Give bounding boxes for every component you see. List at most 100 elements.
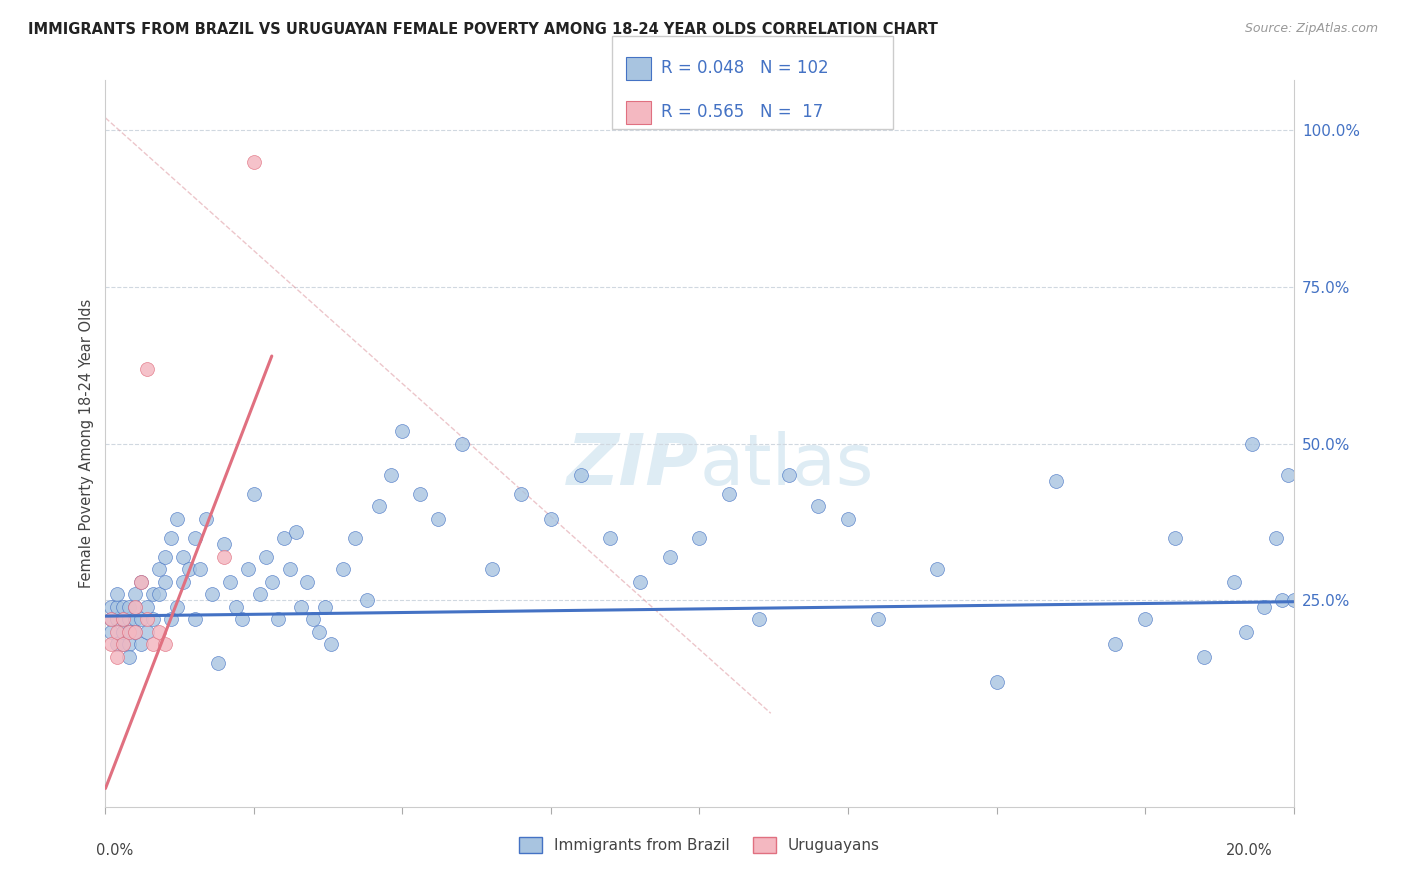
- Point: [112, 612, 135, 626]
- Point: [689, 531, 711, 545]
- Point: [148, 587, 170, 601]
- Point: [540, 512, 562, 526]
- Point: [112, 624, 135, 639]
- Point: [308, 624, 330, 639]
- Point: [201, 587, 224, 601]
- Point: [124, 587, 146, 601]
- Point: [129, 574, 152, 589]
- Point: [314, 599, 336, 614]
- Point: [124, 624, 146, 639]
- Point: [118, 624, 141, 639]
- Point: [136, 624, 159, 639]
- Point: [267, 612, 290, 626]
- Point: [183, 531, 205, 545]
- Point: [249, 587, 271, 601]
- Point: [1271, 593, 1294, 607]
- Point: [628, 574, 651, 589]
- Point: [129, 637, 152, 651]
- Point: [599, 531, 621, 545]
- Point: [1164, 531, 1187, 545]
- Point: [837, 512, 859, 526]
- Text: 0.0%: 0.0%: [96, 843, 132, 858]
- Point: [105, 612, 128, 626]
- Point: [124, 599, 146, 614]
- Point: [236, 562, 259, 576]
- Point: [183, 612, 205, 626]
- Point: [260, 574, 283, 589]
- Legend: Immigrants from Brazil, Uruguayans: Immigrants from Brazil, Uruguayans: [513, 831, 886, 859]
- Point: [367, 500, 389, 514]
- Point: [148, 562, 170, 576]
- Point: [243, 154, 266, 169]
- Point: [159, 612, 181, 626]
- Point: [100, 612, 122, 626]
- Point: [214, 549, 236, 564]
- Point: [112, 599, 135, 614]
- Point: [105, 599, 128, 614]
- Point: [172, 574, 194, 589]
- Point: [136, 361, 159, 376]
- Point: [207, 656, 229, 670]
- Point: [1234, 624, 1257, 639]
- Point: [100, 612, 122, 626]
- Point: [142, 612, 165, 626]
- Point: [778, 468, 800, 483]
- Point: [254, 549, 277, 564]
- Point: [450, 437, 472, 451]
- Point: [172, 549, 194, 564]
- Point: [1277, 468, 1299, 483]
- Point: [118, 612, 141, 626]
- Point: [569, 468, 592, 483]
- Point: [153, 549, 176, 564]
- Point: [177, 562, 200, 576]
- Point: [302, 612, 325, 626]
- Point: [136, 612, 159, 626]
- Point: [321, 637, 343, 651]
- Text: R = 0.565   N =  17: R = 0.565 N = 17: [661, 103, 823, 120]
- Point: [124, 624, 146, 639]
- Point: [153, 637, 176, 651]
- Point: [153, 574, 176, 589]
- Point: [129, 612, 152, 626]
- Point: [112, 624, 135, 639]
- Point: [124, 612, 146, 626]
- Point: [190, 562, 212, 576]
- Point: [380, 468, 402, 483]
- Point: [105, 624, 128, 639]
- Point: [1240, 437, 1263, 451]
- Point: [118, 649, 141, 664]
- Point: [658, 549, 681, 564]
- Point: [510, 487, 533, 501]
- Point: [105, 587, 128, 601]
- Text: R = 0.048   N = 102: R = 0.048 N = 102: [661, 59, 828, 77]
- Point: [231, 612, 253, 626]
- Point: [105, 637, 128, 651]
- Point: [927, 562, 949, 576]
- Point: [100, 624, 122, 639]
- Point: [112, 637, 135, 651]
- Point: [284, 524, 307, 539]
- Point: [219, 574, 242, 589]
- Point: [481, 562, 503, 576]
- Point: [748, 612, 770, 626]
- Point: [148, 624, 170, 639]
- Point: [273, 531, 295, 545]
- Point: [290, 599, 312, 614]
- Point: [225, 599, 247, 614]
- Point: [356, 593, 378, 607]
- Point: [1253, 599, 1275, 614]
- Point: [118, 637, 141, 651]
- Point: [1282, 593, 1305, 607]
- Point: [142, 587, 165, 601]
- Point: [166, 512, 188, 526]
- Point: [243, 487, 266, 501]
- Point: [112, 612, 135, 626]
- Point: [297, 574, 319, 589]
- Point: [427, 512, 450, 526]
- Text: IMMIGRANTS FROM BRAZIL VS URUGUAYAN FEMALE POVERTY AMONG 18-24 YEAR OLDS CORRELA: IMMIGRANTS FROM BRAZIL VS URUGUAYAN FEMA…: [28, 22, 938, 37]
- Point: [866, 612, 889, 626]
- Point: [214, 537, 236, 551]
- Text: Source: ZipAtlas.com: Source: ZipAtlas.com: [1244, 22, 1378, 36]
- Point: [391, 424, 413, 438]
- Point: [1223, 574, 1246, 589]
